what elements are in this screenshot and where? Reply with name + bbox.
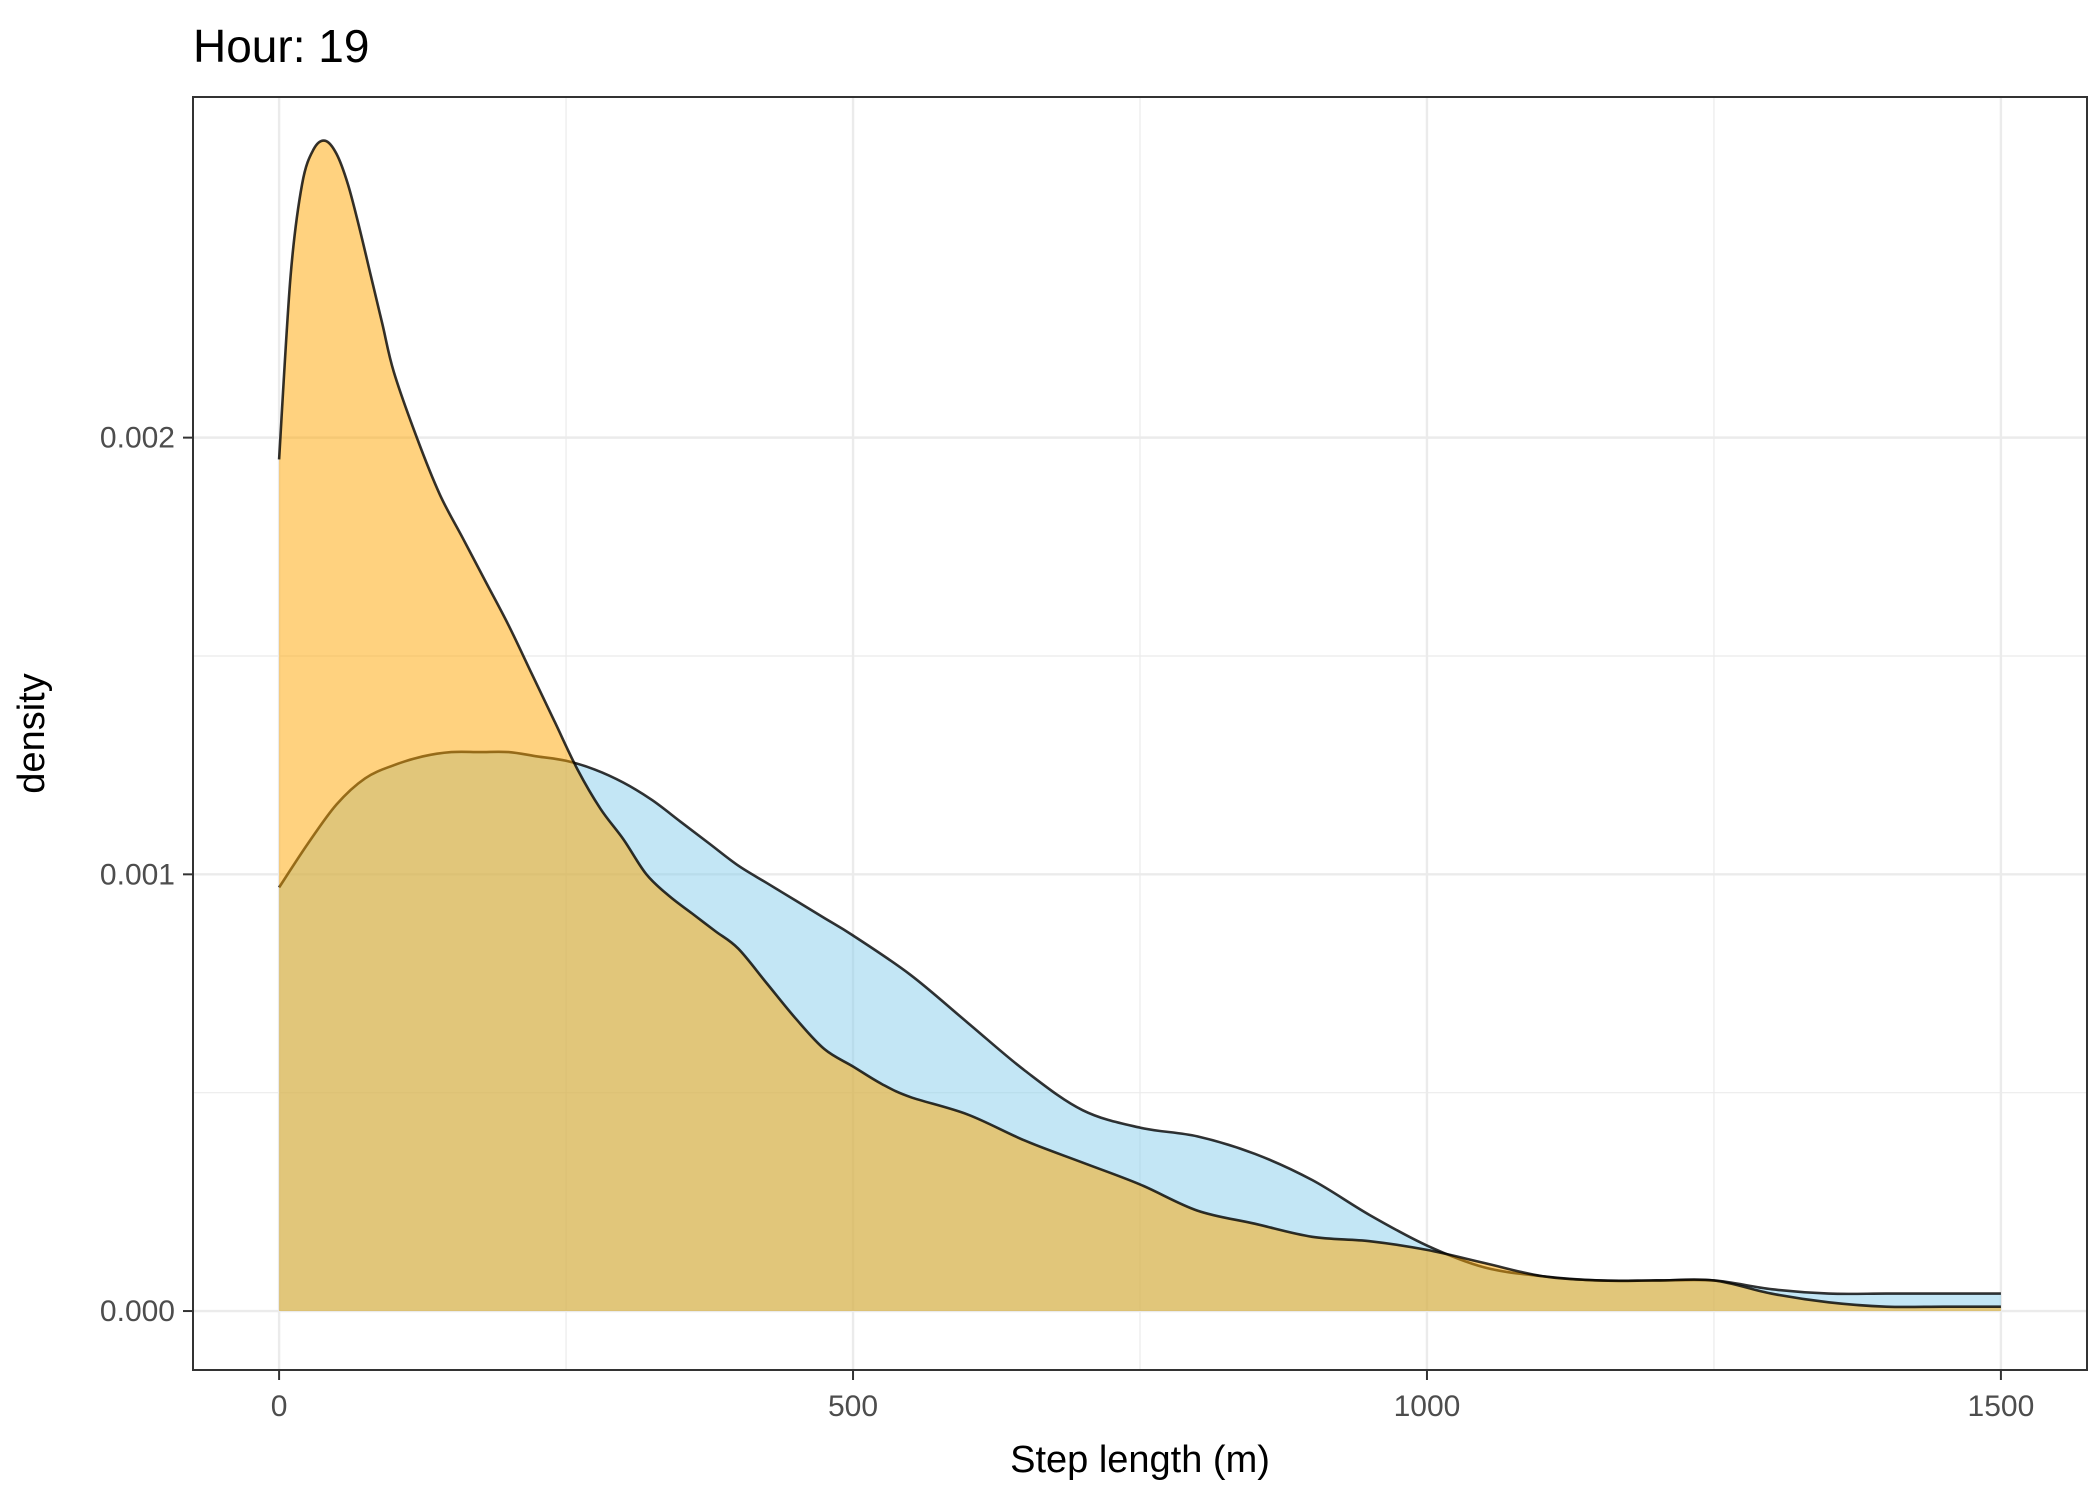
- x-tick-label: 0: [271, 1390, 288, 1423]
- y-axis-title: density: [11, 673, 53, 793]
- x-axis: 0 500 1000 1500: [271, 1370, 2035, 1423]
- density-line-2: [277, 139, 2001, 1309]
- density-area-2: [279, 140, 2001, 1312]
- y-tick-label: 0.000: [100, 1295, 175, 1328]
- density-areas: [277, 139, 2001, 1312]
- x-axis-title: Step length (m): [1010, 1439, 1270, 1481]
- y-tick-label: 0.002: [100, 422, 175, 455]
- x-tick-label: 500: [828, 1390, 878, 1423]
- y-axis: 0.000 0.001 0.002: [100, 422, 193, 1328]
- plot-border: [192, 96, 2088, 1371]
- x-tick-label: 1500: [1968, 1390, 2035, 1423]
- y-tick-label: 0.001: [100, 858, 175, 891]
- x-tick-label: 1000: [1394, 1390, 1461, 1423]
- chart-title: Hour: 19: [193, 20, 369, 72]
